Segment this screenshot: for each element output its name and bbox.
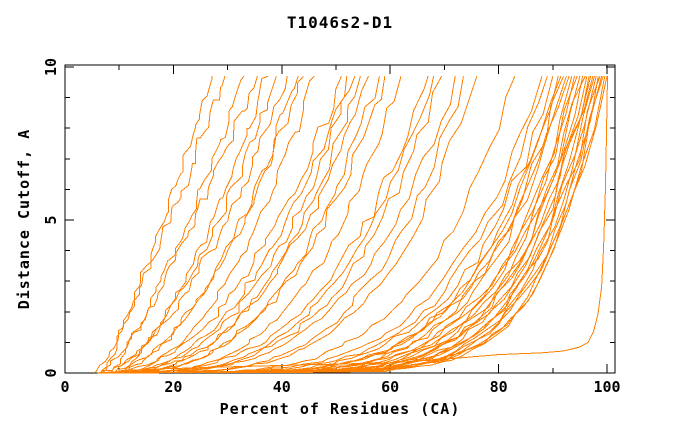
y-axis-title: Distance Cutoff, A <box>15 128 33 310</box>
model-curve-outlier <box>108 76 608 374</box>
model-curve-17 <box>102 76 386 374</box>
model-curve-51 <box>108 76 608 374</box>
x-tick-label: 40 <box>272 378 291 396</box>
model-curve-24 <box>102 76 478 374</box>
y-tick-label: 0 <box>42 368 60 378</box>
model-curve-9 <box>102 75 304 374</box>
plot-border <box>64 64 616 374</box>
model-curve-22 <box>97 76 456 374</box>
model-curve-39 <box>111 75 586 374</box>
x-axis-title: Percent of Residues (CA) <box>219 400 461 418</box>
model-curves <box>94 75 608 374</box>
model-curve-13 <box>105 76 356 374</box>
model-curve-1 <box>102 76 213 374</box>
model-curve-8 <box>111 76 299 374</box>
model-curve-10 <box>116 75 315 374</box>
axes-and-ticks <box>64 64 616 374</box>
model-curve-6 <box>105 76 277 374</box>
model-curve-4 <box>99 76 258 374</box>
model-curve-5 <box>113 75 269 374</box>
model-curve-44 <box>105 76 595 374</box>
y-tick-label: 10 <box>42 57 60 77</box>
model-curve-40 <box>102 76 588 374</box>
x-tick-label: 60 <box>381 378 400 396</box>
model-curve-38 <box>97 76 584 374</box>
model-curve-11 <box>100 76 342 374</box>
x-tick-label: 0 <box>60 378 70 396</box>
model-curve-12 <box>108 76 348 374</box>
x-tick-label: 20 <box>164 378 183 396</box>
model-curve-7 <box>97 76 288 374</box>
y-tick-label: 5 <box>42 215 60 225</box>
x-tick-label: 80 <box>489 378 508 396</box>
model-curve-2 <box>94 76 226 374</box>
chart-title: T1046s2-D1 <box>286 13 394 32</box>
model-curve-45 <box>113 76 597 374</box>
x-tick-label: 100 <box>593 378 621 396</box>
